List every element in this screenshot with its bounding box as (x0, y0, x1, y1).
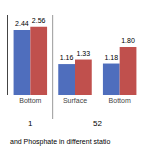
svg-text:1.33: 1.33 (77, 50, 91, 57)
svg-text:2.56: 2.56 (32, 17, 46, 24)
svg-text:Bottom: Bottom (19, 97, 41, 104)
svg-text:1.16: 1.16 (60, 54, 74, 61)
svg-text:1: 1 (28, 119, 33, 128)
svg-text:1.80: 1.80 (121, 37, 135, 44)
svg-text:and Phosphate in different sta: and Phosphate in different statio (10, 138, 110, 146)
svg-text:2.44: 2.44 (15, 20, 29, 27)
svg-text:1.18: 1.18 (104, 54, 118, 61)
svg-text:52: 52 (93, 119, 102, 128)
svg-text:Bottom: Bottom (109, 97, 131, 104)
svg-text:Surface: Surface (63, 97, 87, 104)
